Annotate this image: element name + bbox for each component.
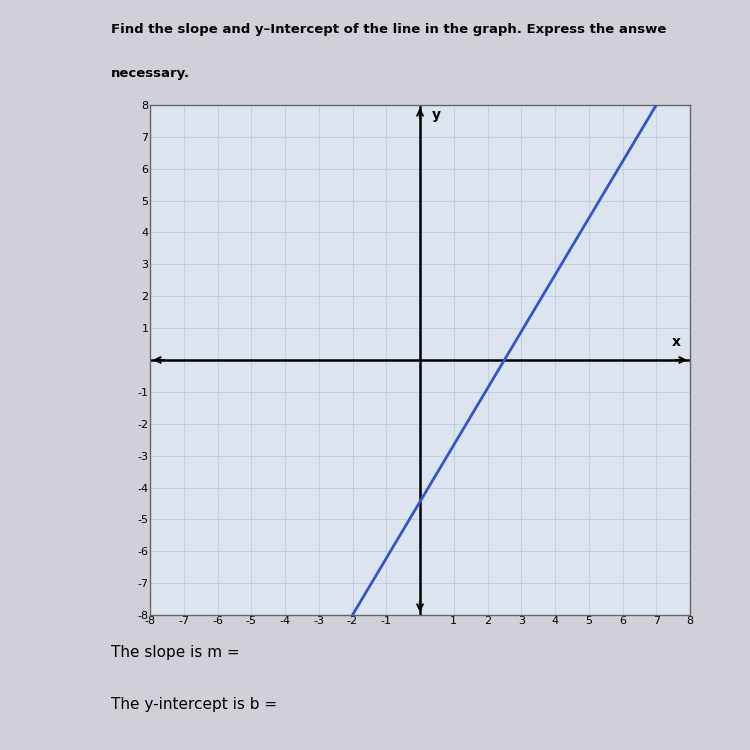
Text: The slope is m =: The slope is m = bbox=[110, 645, 239, 660]
Text: necessary.: necessary. bbox=[110, 68, 190, 80]
Text: The y-intercept is b =: The y-intercept is b = bbox=[110, 698, 277, 712]
Text: Find the slope and y–Intercept of the line in the graph. Express the answe: Find the slope and y–Intercept of the li… bbox=[110, 22, 666, 35]
Text: y: y bbox=[432, 107, 441, 122]
Text: x: x bbox=[672, 334, 681, 349]
